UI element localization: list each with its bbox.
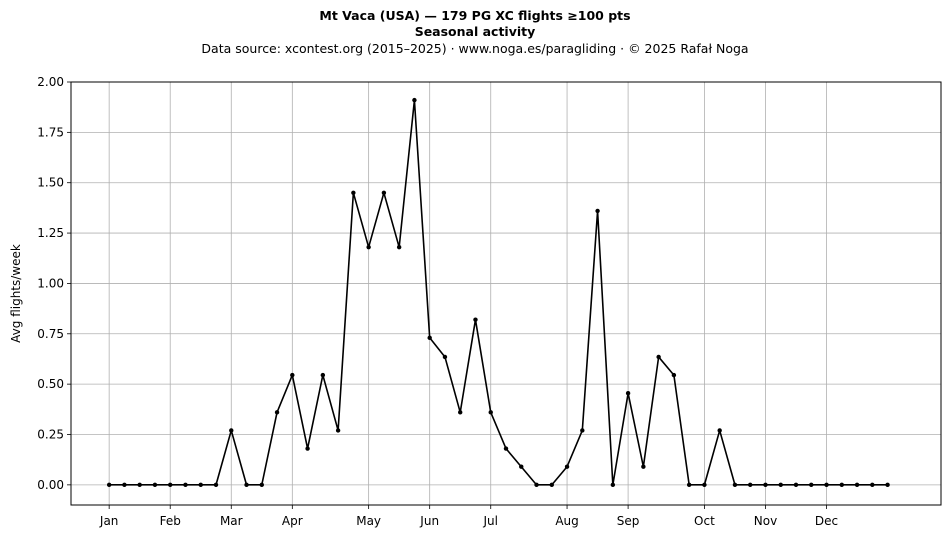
y-tick-label: 1.50 <box>37 176 64 190</box>
data-point <box>549 482 554 488</box>
data-point <box>244 482 249 488</box>
data-point <box>717 428 722 433</box>
x-tick-label: Apr <box>282 514 303 528</box>
data-point <box>305 446 310 451</box>
data-point <box>458 410 463 415</box>
data-point <box>793 482 799 488</box>
data-point <box>839 482 844 488</box>
data-point <box>732 482 738 488</box>
data-point <box>473 317 478 322</box>
y-tick-label: 0.75 <box>37 327 64 341</box>
data-point <box>809 482 814 488</box>
data-point <box>625 391 631 396</box>
data-point <box>778 482 783 488</box>
series-line <box>109 99 888 486</box>
series-group <box>106 97 890 488</box>
data-point <box>412 97 417 103</box>
data-point <box>137 482 142 488</box>
data-point <box>702 482 707 488</box>
data-point <box>259 482 264 488</box>
data-point <box>106 482 112 488</box>
data-point <box>870 482 875 488</box>
plot-frame <box>70 81 942 506</box>
x-tick-label: Mar <box>220 514 243 528</box>
y-tick-label: 0.25 <box>37 428 64 442</box>
data-point <box>213 482 219 488</box>
chart-subtitle: Data source: xcontest.org (2015–2025) · … <box>201 41 749 56</box>
x-tick-label: Jun <box>419 514 439 528</box>
y-tick-label: 1.00 <box>37 276 64 290</box>
data-point <box>229 428 234 433</box>
y-tick-label: 0.50 <box>37 377 64 391</box>
data-point <box>198 482 203 488</box>
data-point <box>824 482 829 488</box>
data-point <box>427 335 432 341</box>
data-point <box>122 482 127 488</box>
chart-title-2: Seasonal activity <box>414 24 536 39</box>
data-point <box>641 464 646 469</box>
data-point <box>381 190 387 195</box>
y-tick-label: 0.00 <box>37 478 64 492</box>
data-point <box>519 464 524 469</box>
data-point <box>534 482 539 488</box>
data-point <box>656 354 661 360</box>
x-tick-label: Feb <box>160 514 181 528</box>
data-point <box>488 410 493 415</box>
x-tick-label: Aug <box>555 514 578 528</box>
data-point <box>351 190 356 195</box>
data-point <box>885 482 890 488</box>
data-point <box>366 244 371 250</box>
data-point <box>854 482 860 488</box>
data-point <box>564 464 570 469</box>
chart-title: Mt Vaca (USA) — 179 PG XC flights ≥100 p… <box>319 8 631 23</box>
grid <box>71 81 941 505</box>
data-point <box>686 482 692 488</box>
data-point <box>671 372 677 378</box>
y-tick-label: 1.75 <box>37 125 64 139</box>
x-tick-label: Jul <box>482 514 497 528</box>
title-block: Mt Vaca (USA) — 179 PG XC flights ≥100 p… <box>0 8 950 58</box>
data-point <box>320 372 326 378</box>
data-point <box>763 482 768 488</box>
data-point <box>580 428 585 433</box>
y-axis-label: Avg flights/week <box>9 244 23 343</box>
data-point <box>595 208 600 214</box>
data-point <box>274 410 280 415</box>
y-tick-label: 1.25 <box>37 226 64 240</box>
data-point <box>748 482 753 488</box>
y-tick-label: 2.00 <box>37 75 64 89</box>
x-tick-label: Oct <box>694 514 715 528</box>
ticks: 0.00 0.25 0.50 0.75 1.00 1.25 1.50 1.75 2.00 Jan F… <box>37 75 838 528</box>
x-tick-label: Nov <box>754 514 777 528</box>
x-tick-label: May <box>356 514 381 528</box>
x-tick-label: Dec <box>815 514 838 528</box>
data-point <box>335 428 341 433</box>
x-tick-label: Sep <box>617 514 640 528</box>
data-point <box>290 372 295 378</box>
x-tick-label: Jan <box>99 514 119 528</box>
data-point <box>503 446 509 451</box>
data-point <box>610 482 616 488</box>
data-point <box>183 482 188 488</box>
data-point <box>396 244 402 250</box>
data-point <box>168 482 173 488</box>
data-point <box>152 482 158 488</box>
data-point <box>442 354 448 360</box>
